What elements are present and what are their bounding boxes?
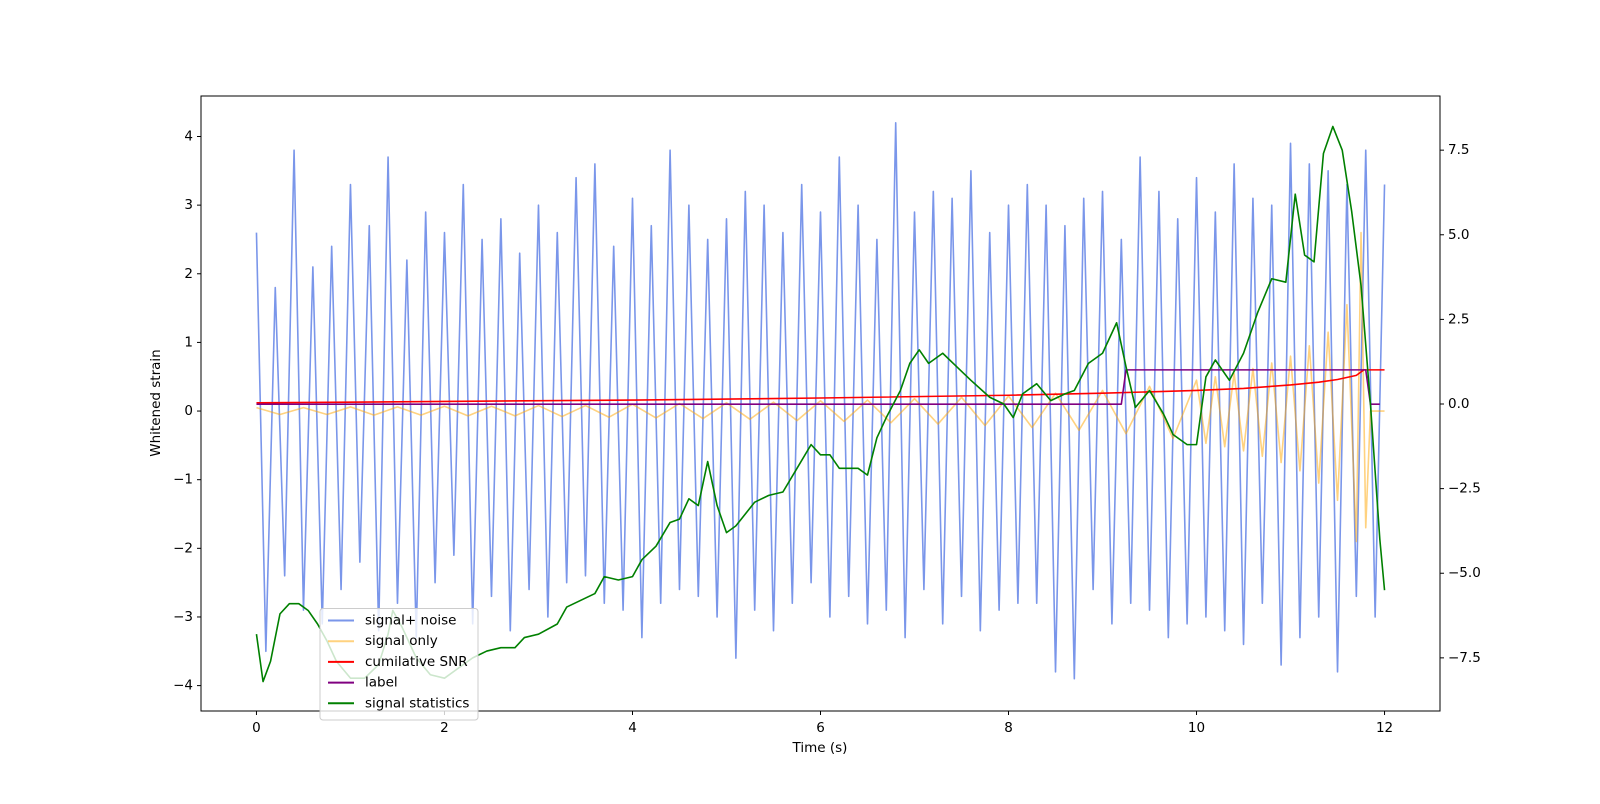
y-tick-label: −3 bbox=[173, 609, 193, 625]
y-tick-label: −1 bbox=[173, 472, 193, 488]
y2-tick-label: −5.0 bbox=[1448, 565, 1481, 581]
y-tick-label: 4 bbox=[184, 128, 193, 144]
legend: signal+ noise signal only cumilative SNR la… bbox=[319, 608, 479, 721]
y2-tick-label: −2.5 bbox=[1448, 481, 1481, 497]
y-axis-label: Whitened strain bbox=[148, 349, 164, 456]
x-tick-label: 10 bbox=[1188, 720, 1205, 736]
x-tick-label: 6 bbox=[816, 720, 825, 736]
series-line bbox=[255, 121, 1386, 680]
x-tick-label: 4 bbox=[628, 720, 637, 736]
y2-tick-label: 0.0 bbox=[1448, 396, 1469, 412]
series-line bbox=[256, 369, 1385, 404]
y-tick-label: 2 bbox=[184, 266, 193, 282]
y2-tick-label: 5.0 bbox=[1448, 227, 1469, 243]
y-tick-label: −2 bbox=[173, 540, 193, 556]
legend-label: cumilative SNR bbox=[365, 654, 468, 670]
y2-tick-label: −7.5 bbox=[1448, 650, 1481, 666]
x-axis-label: Time (s) bbox=[792, 740, 848, 756]
y-tick-label: 1 bbox=[184, 334, 193, 350]
plot-lines bbox=[255, 121, 1386, 683]
x-tick-label: 2 bbox=[440, 720, 449, 736]
x-tick-label: 0 bbox=[252, 720, 261, 736]
series-line bbox=[256, 369, 1380, 405]
legend-label: label bbox=[365, 675, 398, 691]
x-tick-label: 8 bbox=[1004, 720, 1013, 736]
series-line bbox=[256, 231, 1385, 543]
legend-label: signal only bbox=[365, 633, 438, 649]
y2-tick-label: 7.5 bbox=[1448, 142, 1469, 158]
legend-label: signal+ noise bbox=[365, 613, 456, 629]
y-tick-label: 3 bbox=[184, 197, 193, 213]
y2-tick-label: 2.5 bbox=[1448, 311, 1469, 327]
legend-label: signal statistics bbox=[365, 695, 469, 711]
legend-box bbox=[319, 608, 479, 721]
x-tick-label: 12 bbox=[1376, 720, 1393, 736]
y-tick-label: −4 bbox=[173, 678, 193, 694]
y-tick-label: 0 bbox=[184, 403, 193, 419]
